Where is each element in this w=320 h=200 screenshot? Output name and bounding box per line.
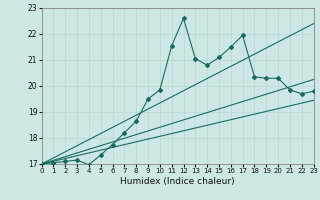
- X-axis label: Humidex (Indice chaleur): Humidex (Indice chaleur): [120, 177, 235, 186]
